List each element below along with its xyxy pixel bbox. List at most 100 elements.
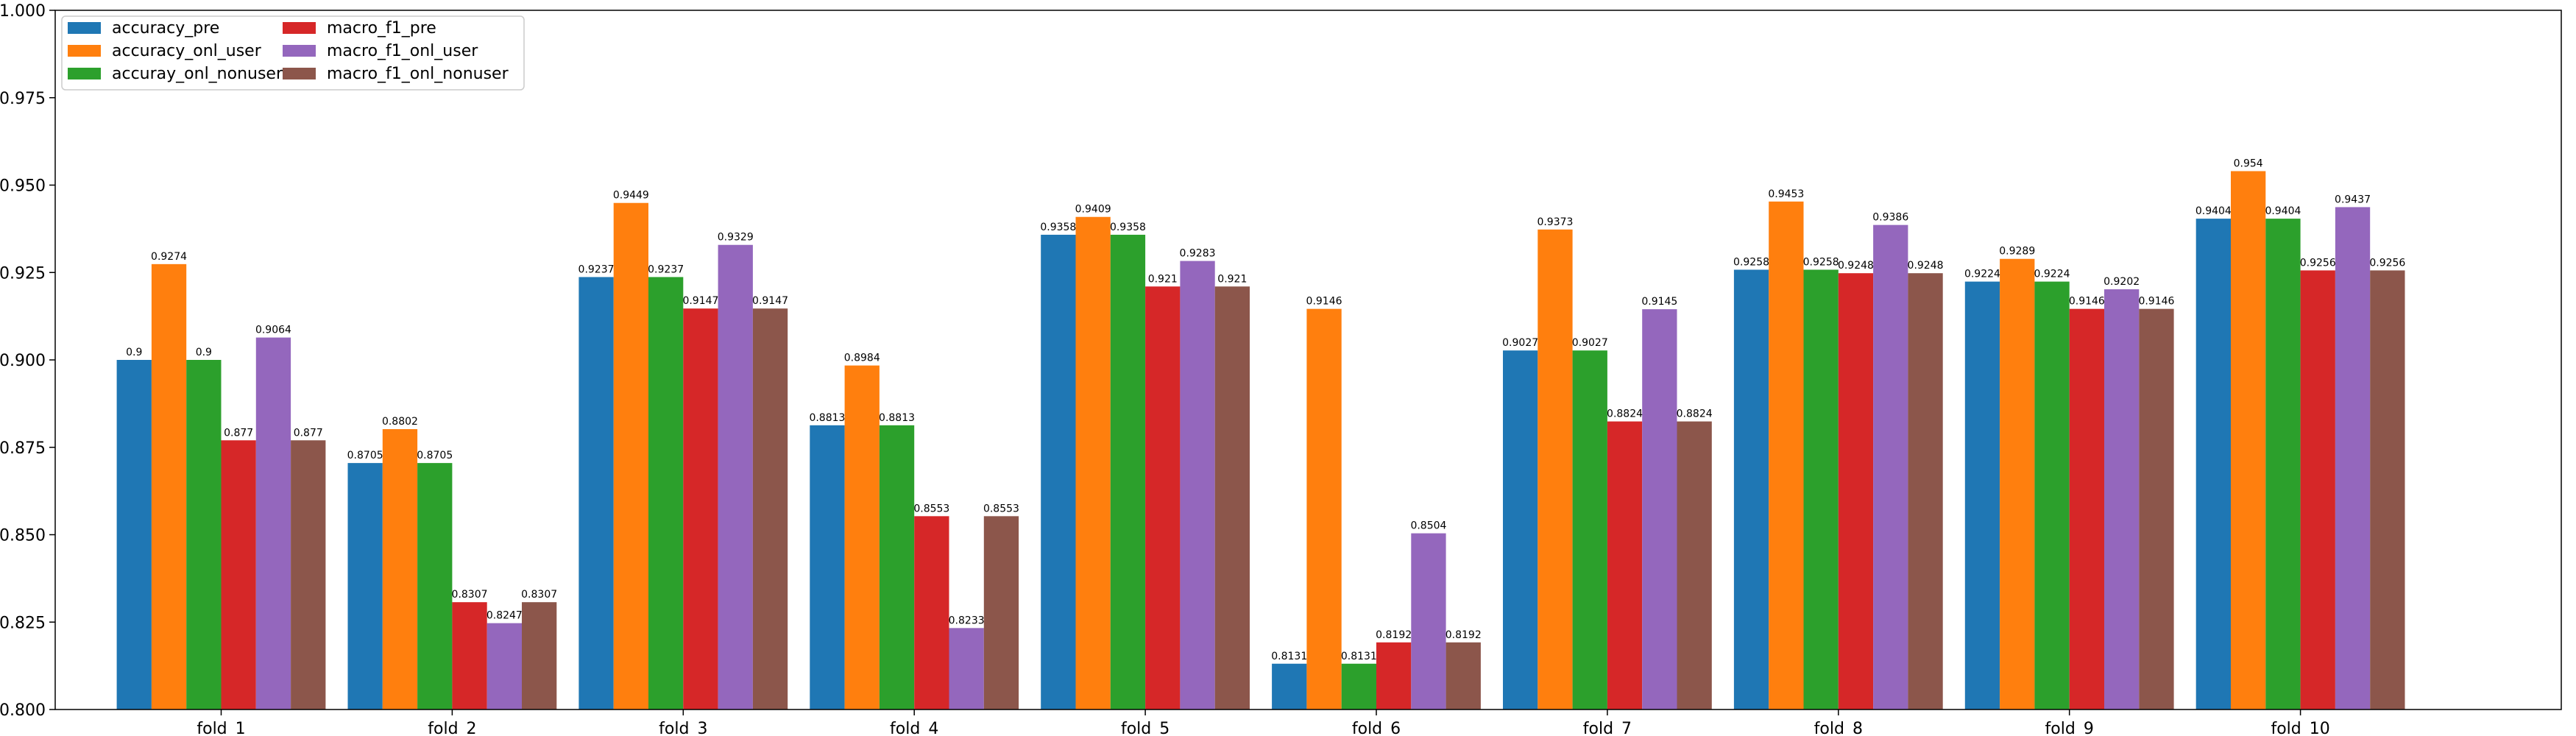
bar-macro-f1-onl-user-fold-5 xyxy=(1180,261,1215,710)
bar-value-label: 0.9329 xyxy=(718,232,754,244)
bar-value-label: 0.9258 xyxy=(1803,256,1839,268)
bar-accuracy-onl-user-fold-5 xyxy=(1075,216,1111,710)
bar-value-label: 0.9 xyxy=(126,347,142,358)
legend-label-macro-f1-onl-nonuser: macro_f1_onl_nonuser xyxy=(327,65,509,83)
bar-macro-f1-onl-user-fold-3 xyxy=(718,244,753,710)
bar-value-label: 0.9146 xyxy=(1306,296,1342,308)
bar-accuray-onl-nonuser-fold-9 xyxy=(2034,281,2070,710)
y-tick-label: 0.925 xyxy=(0,264,46,283)
bar-macro-f1-onl-user-fold-4 xyxy=(949,628,984,710)
bar-accuracy-onl-user-fold-4 xyxy=(844,365,880,710)
legend-swatch-macro-f1-onl-nonuser xyxy=(283,68,316,79)
x-tick-label: fold_4 xyxy=(890,720,938,736)
plot-frame xyxy=(54,10,2562,710)
bar-value-label: 0.8553 xyxy=(983,503,1019,514)
bar-macro-f1-onl-nonuser-fold-2 xyxy=(522,602,557,710)
legend-swatch-accuracy-onl-user xyxy=(68,45,101,57)
bar-value-label: 0.921 xyxy=(1217,273,1247,285)
bar-value-label: 0.8504 xyxy=(1410,520,1446,532)
bar-value-label: 0.8813 xyxy=(809,412,845,424)
legend: accuracy_pre accuracy_onl_user accuray_onl… xyxy=(61,15,525,91)
bar-value-label: 0.9237 xyxy=(578,263,615,275)
legend-label-macro-f1-pre: macro_f1_pre xyxy=(327,19,436,38)
bar-accuracy-onl-user-fold-8 xyxy=(1769,201,1804,710)
bar-value-label: 0.9404 xyxy=(2195,205,2232,217)
bar-value-label: 0.9256 xyxy=(2369,257,2405,269)
bar-value-label: 0.9358 xyxy=(1110,222,1146,233)
bar-accuracy-onl-user-fold-9 xyxy=(2000,258,2035,710)
bar-macro-f1-onl-user-fold-10 xyxy=(2335,207,2371,710)
bar-value-label: 0.9237 xyxy=(648,263,684,275)
legend-swatch-accuray-onl-nonuser xyxy=(68,68,101,79)
bar-macro-f1-pre-fold-2 xyxy=(452,602,487,710)
bar-value-label: 0.8705 xyxy=(417,450,453,461)
bar-value-label: 0.9358 xyxy=(1040,222,1076,233)
bar-value-label: 0.9248 xyxy=(1838,260,1874,272)
bar-macro-f1-pre-fold-4 xyxy=(914,516,949,710)
bar-value-label: 0.9224 xyxy=(1964,269,2000,280)
bar-value-label: 0.9453 xyxy=(1768,188,1804,200)
bar-macro-f1-onl-nonuser-fold-3 xyxy=(752,308,788,710)
bar-macro-f1-pre-fold-7 xyxy=(1607,421,1643,710)
bar-value-label: 0.9027 xyxy=(1502,337,1538,349)
bar-accuracy-onl-user-fold-10 xyxy=(2231,171,2266,710)
bar-macro-f1-onl-user-fold-9 xyxy=(2104,289,2140,710)
bar-accuray-onl-nonuser-fold-6 xyxy=(1341,663,1376,710)
bar-accuray-onl-nonuser-fold-3 xyxy=(648,277,684,710)
bar-macro-f1-pre-fold-8 xyxy=(1838,273,1874,710)
bar-accuracy-onl-user-fold-3 xyxy=(613,202,648,710)
bar-value-label: 0.8192 xyxy=(1376,629,1412,641)
bar-value-label: 0.9274 xyxy=(151,251,187,263)
bar-accuracy-pre-fold-3 xyxy=(578,277,614,710)
bar-accuracy-pre-fold-7 xyxy=(1503,350,1538,710)
y-tick-label: 0.975 xyxy=(0,90,46,108)
bar-value-label: 0.8705 xyxy=(347,450,383,461)
x-tick-label: fold_1 xyxy=(197,720,245,736)
bar-accuray-onl-nonuser-fold-10 xyxy=(2265,219,2301,710)
bar-value-label: 0.9146 xyxy=(2138,296,2174,308)
x-tick-label: fold_9 xyxy=(2045,720,2094,736)
bar-value-label: 0.8824 xyxy=(1607,408,1643,420)
bar-macro-f1-pre-fold-5 xyxy=(1145,286,1181,710)
bar-value-label: 0.9437 xyxy=(2335,194,2371,205)
bar-accuray-onl-nonuser-fold-1 xyxy=(186,360,222,710)
bar-macro-f1-onl-nonuser-fold-8 xyxy=(1908,273,1943,710)
bar-accuracy-pre-fold-6 xyxy=(1272,663,1307,710)
bar-value-label: 0.877 xyxy=(294,427,323,439)
bar-value-label: 0.8307 xyxy=(521,589,557,601)
bar-value-label: 0.8131 xyxy=(1341,651,1377,662)
bar-accuracy-pre-fold-2 xyxy=(347,463,383,710)
bar-value-label: 0.9248 xyxy=(1908,260,1944,272)
bar-macro-f1-onl-nonuser-fold-5 xyxy=(1214,286,1250,710)
bar-macro-f1-pre-fold-9 xyxy=(2069,308,2104,710)
bar-macro-f1-pre-fold-1 xyxy=(221,440,256,710)
bar-accuracy-onl-user-fold-6 xyxy=(1306,308,1342,710)
x-tick-label: fold_10 xyxy=(2271,720,2329,736)
bar-value-label: 0.9404 xyxy=(2265,205,2301,217)
bar-value-label: 0.9283 xyxy=(1180,248,1216,260)
bar-accuray-onl-nonuser-fold-5 xyxy=(1110,234,1146,710)
bar-macro-f1-onl-user-fold-2 xyxy=(486,623,522,710)
bar-value-label: 0.9027 xyxy=(1572,337,1608,349)
bar-value-label: 0.9146 xyxy=(2069,296,2105,308)
bar-value-label: 0.8131 xyxy=(1271,651,1307,662)
bar-macro-f1-onl-nonuser-fold-9 xyxy=(2139,308,2174,710)
bar-value-label: 0.9386 xyxy=(1872,212,1908,224)
bar-macro-f1-onl-nonuser-fold-6 xyxy=(1446,642,1481,710)
y-tick-label: 0.950 xyxy=(0,177,46,196)
bar-accuray-onl-nonuser-fold-7 xyxy=(1572,350,1607,710)
bar-value-label: 0.8247 xyxy=(486,610,523,622)
bar-value-label: 0.9373 xyxy=(1537,216,1573,228)
bar-value-label: 0.9449 xyxy=(613,190,649,202)
bar-value-label: 0.8824 xyxy=(1677,408,1713,420)
bar-value-label: 0.9256 xyxy=(2300,257,2336,269)
bar-value-label: 0.9224 xyxy=(2034,269,2070,280)
bar-macro-f1-onl-user-fold-7 xyxy=(1642,309,1677,710)
bar-macro-f1-pre-fold-3 xyxy=(683,308,718,710)
bar-macro-f1-onl-user-fold-6 xyxy=(1411,533,1446,710)
legend-label-accuracy-pre: accuracy_pre xyxy=(112,19,219,38)
bar-accuracy-pre-fold-5 xyxy=(1041,234,1076,710)
bar-value-label: 0.9258 xyxy=(1733,256,1769,268)
bar-labels-layer: 0.9 0.9274 0.9 0.877 0.9064 0.877 0.8705 0.8802… xyxy=(126,158,2405,662)
